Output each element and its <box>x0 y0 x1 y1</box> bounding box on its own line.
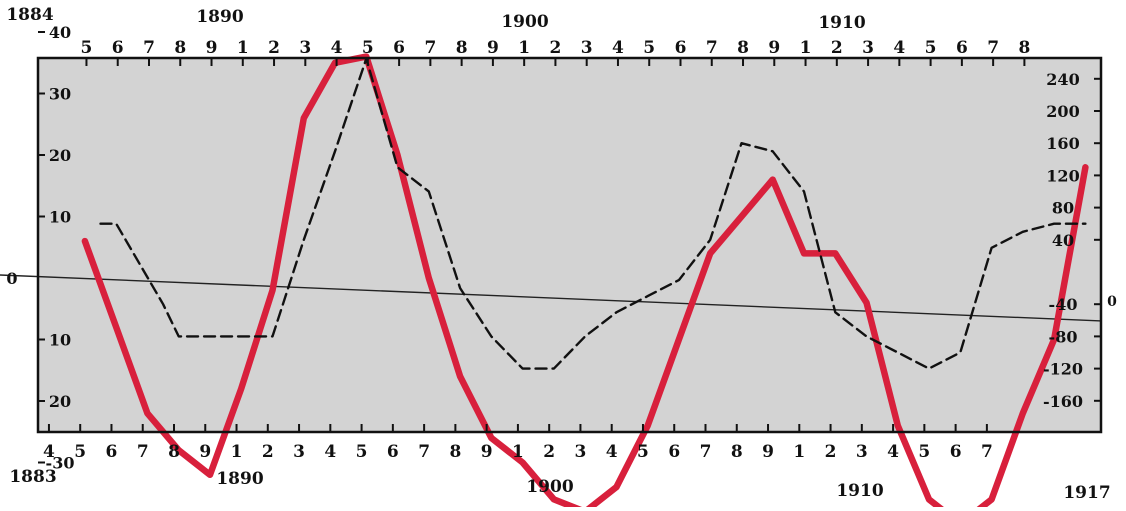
right-axis-tick-label: 40 <box>1052 231 1074 250</box>
top-axis-digit-label: 9 <box>768 38 780 58</box>
top-axis-digit-label: 3 <box>581 38 593 58</box>
bottom-axis-digit-label: 3 <box>575 442 587 462</box>
bottom-axis-digit-label: 5 <box>74 442 86 462</box>
top-axis-digit-label: 5 <box>925 38 937 58</box>
plot-area <box>38 58 1101 432</box>
right-axis-tick-label: 120 <box>1046 166 1079 185</box>
top-axis-digit-label: 4 <box>612 38 624 58</box>
top-axis-digit-label: 1 <box>800 38 812 58</box>
right-axis-tick-label: -120 <box>1043 360 1083 379</box>
right-axis-tick-label: 240 <box>1046 70 1079 89</box>
bottom-axis-year-label: 1890 <box>216 469 263 489</box>
bottom-axis-digit-label: 4 <box>43 442 55 462</box>
top-axis-digit-label: 1 <box>237 38 249 58</box>
top-axis-digit-label: 1 <box>518 38 530 58</box>
bottom-axis-year-label: 1900 <box>526 477 573 497</box>
top-axis-digit-label: 7 <box>987 38 999 58</box>
bottom-axis-year-label: 1910 <box>836 481 883 501</box>
top-axis-digit-label: 5 <box>81 38 93 58</box>
top-axis-digit-label: 5 <box>362 38 374 58</box>
bottom-axis-digit-label: 7 <box>700 442 712 462</box>
bottom-axis-year-label: 1917 <box>1063 483 1110 503</box>
bottom-axis-digit-label: 6 <box>387 442 399 462</box>
top-axis-digit-label: 6 <box>956 38 968 58</box>
left-axis-tick-label: 20 <box>49 146 71 165</box>
top-axis-digit-label: 8 <box>456 38 468 58</box>
right-axis-tick-label: 80 <box>1052 199 1074 218</box>
bottom-axis-digit-label: 9 <box>481 442 493 462</box>
top-axis-digit-label: 8 <box>737 38 749 58</box>
top-axis-digit-label: 2 <box>268 38 280 58</box>
bottom-axis-digit-label: 8 <box>731 442 743 462</box>
bottom-axis-digit-label: 4 <box>324 442 336 462</box>
left-zero-label: 0 <box>6 269 17 288</box>
top-axis-digit-label: 4 <box>893 38 905 58</box>
bottom-axis-digit-label: 5 <box>637 442 649 462</box>
bottom-axis-digit-label: 1 <box>512 442 524 462</box>
left-axis-tick-label: 20 <box>49 392 71 411</box>
top-axis-digit-label: 9 <box>487 38 499 58</box>
top-axis-digit-label: 6 <box>112 38 124 58</box>
bottom-axis-digit-label: 2 <box>543 442 555 462</box>
bottom-axis-digit-label: 6 <box>106 442 118 462</box>
top-axis-digit-label: 6 <box>393 38 405 58</box>
top-axis-digit-label: 8 <box>174 38 186 58</box>
right-axis-tick-label: 200 <box>1046 102 1079 121</box>
top-axis-year-label: 1900 <box>501 12 548 32</box>
bottom-axis-digit-label: 7 <box>137 442 149 462</box>
bottom-axis-digit-label: 3 <box>293 442 305 462</box>
bottom-axis-digit-label: 1 <box>793 442 805 462</box>
bottom-axis-digit-label: 9 <box>199 442 211 462</box>
right-axis-tick-label: -40 <box>1049 295 1078 314</box>
top-axis-year-label: 1910 <box>818 13 865 33</box>
top-axis-digit-label: 7 <box>424 38 436 58</box>
top-axis-digit-label: 7 <box>143 38 155 58</box>
top-axis-digit-label: 5 <box>643 38 655 58</box>
top-axis-year-label: 1890 <box>196 7 243 27</box>
bottom-axis-digit-label: 6 <box>668 442 680 462</box>
right-axis-tick-label: -80 <box>1049 327 1078 346</box>
bottom-axis-digit-label: 6 <box>950 442 962 462</box>
bottom-axis-digit-label: 5 <box>918 442 930 462</box>
left-axis-tick-label: 30 <box>49 85 71 104</box>
left-axis-tick-label: 10 <box>49 331 71 350</box>
bottom-axis-digit-label: 3 <box>856 442 868 462</box>
bottom-axis-year-label: 1883 <box>9 467 56 487</box>
top-axis-digit-label: 3 <box>862 38 874 58</box>
top-axis-digit-label: 8 <box>1018 38 1030 58</box>
left-axis-tick-label: 10 <box>49 208 71 227</box>
left-axis-tick-label: 40 <box>49 23 71 42</box>
bottom-axis-digit-label: 8 <box>168 442 180 462</box>
right-axis-tick-label: 160 <box>1046 134 1079 153</box>
bottom-axis-digit-label: 2 <box>825 442 837 462</box>
right-axis-tick-label: -160 <box>1043 392 1083 411</box>
top-axis-digit-label: 4 <box>331 38 343 58</box>
bottom-axis-digit-label: 9 <box>762 442 774 462</box>
bottom-axis-digit-label: 4 <box>606 442 618 462</box>
top-axis-digit-label: 2 <box>831 38 843 58</box>
bottom-axis-digit-label: 1 <box>231 442 243 462</box>
bottom-axis-digit-label: 7 <box>981 442 993 462</box>
top-axis-year-label: 1884 <box>6 5 53 25</box>
bottom-axis-digit-label: 2 <box>262 442 274 462</box>
top-axis-digit-label: 2 <box>550 38 562 58</box>
right-zero-label: 0 <box>1107 294 1117 310</box>
bottom-axis-digit-label: 5 <box>356 442 368 462</box>
top-axis-digit-label: 3 <box>299 38 311 58</box>
bottom-axis-digit-label: 8 <box>449 442 461 462</box>
bottom-axis-digit-label: 7 <box>418 442 430 462</box>
top-axis-digit-label: 9 <box>206 38 218 58</box>
bottom-axis-digit-label: 4 <box>887 442 899 462</box>
top-axis-digit-label: 7 <box>706 38 718 58</box>
top-axis-digit-label: 6 <box>675 38 687 58</box>
